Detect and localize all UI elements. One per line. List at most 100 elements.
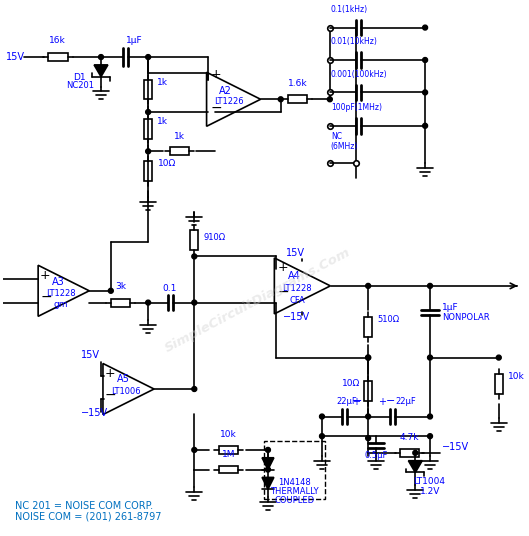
Text: NOISE COM = (201) 261-8797: NOISE COM = (201) 261-8797 [15, 512, 161, 522]
Text: 0.1: 0.1 [163, 284, 177, 293]
Text: COUPLED: COUPLED [275, 496, 315, 505]
Circle shape [145, 300, 151, 305]
Text: 10Ω: 10Ω [158, 159, 176, 168]
Polygon shape [408, 461, 422, 473]
Bar [111, 299, 131, 307]
Text: 15V: 15V [6, 52, 25, 62]
Text: SimpleCircuitDiagrams.Com: SimpleCircuitDiagrams.Com [163, 246, 353, 355]
Text: 910Ω: 910Ω [203, 233, 225, 242]
Text: NONPOLAR: NONPOLAR [442, 313, 489, 322]
Circle shape [427, 414, 433, 419]
Text: 0.5µF: 0.5µF [364, 451, 388, 460]
Circle shape [366, 414, 371, 419]
Circle shape [266, 467, 270, 472]
Text: −: − [40, 289, 52, 303]
Text: 15V: 15V [81, 349, 101, 360]
Text: LT1228: LT1228 [46, 289, 76, 297]
Text: 15V: 15V [286, 248, 305, 258]
Circle shape [192, 300, 197, 305]
Circle shape [366, 355, 371, 360]
Text: gm: gm [53, 300, 68, 309]
Circle shape [423, 25, 427, 30]
Text: 100pF(1MHz): 100pF(1MHz) [331, 103, 382, 112]
Text: LT1004: LT1004 [413, 477, 445, 486]
Circle shape [192, 448, 197, 452]
Text: 0.001(100kHz): 0.001(100kHz) [331, 70, 387, 79]
Text: LT1228: LT1228 [282, 284, 312, 293]
Text: LT1006: LT1006 [111, 387, 140, 396]
Text: 510Ω: 510Ω [377, 315, 399, 324]
Polygon shape [94, 65, 108, 77]
Circle shape [145, 55, 151, 59]
Text: CFA: CFA [289, 295, 305, 304]
Circle shape [108, 288, 113, 293]
Circle shape [145, 149, 151, 154]
Text: −: − [211, 101, 223, 115]
Text: +: + [352, 397, 360, 407]
Text: 1µF: 1µF [442, 303, 459, 312]
Polygon shape [262, 478, 274, 489]
Bar [48, 53, 68, 61]
Bar [144, 80, 152, 99]
Bar [219, 446, 239, 454]
Text: 1.6k: 1.6k [288, 79, 307, 87]
Text: 1k: 1k [174, 131, 185, 140]
Circle shape [192, 386, 197, 391]
Circle shape [320, 434, 324, 438]
Text: −15V: −15V [282, 312, 310, 322]
Text: 10Ω: 10Ω [342, 379, 360, 388]
Bar [495, 374, 503, 394]
Text: 22µF: 22µF [337, 397, 358, 406]
Text: 0.01(10kHz): 0.01(10kHz) [331, 38, 378, 46]
Text: 1M: 1M [222, 450, 235, 459]
Text: −: − [352, 396, 362, 406]
Text: 1µF: 1µF [126, 36, 143, 45]
Bar [288, 95, 307, 103]
Text: 22µF: 22µF [396, 397, 416, 406]
Text: 3k: 3k [115, 282, 126, 291]
Text: THERMALLY: THERMALLY [270, 487, 319, 496]
Circle shape [266, 448, 270, 452]
Circle shape [427, 284, 433, 288]
Circle shape [366, 436, 371, 441]
Text: 1k: 1k [157, 78, 168, 86]
Text: −15V: −15V [442, 442, 469, 452]
Circle shape [427, 355, 433, 360]
Bar [364, 381, 372, 401]
Text: NC
(6MHz): NC (6MHz) [331, 132, 358, 151]
Text: 1N4148: 1N4148 [278, 478, 311, 487]
Text: D1: D1 [74, 73, 86, 81]
Text: A5: A5 [117, 374, 130, 384]
Text: +: + [40, 269, 51, 282]
Text: LT1226: LT1226 [214, 97, 243, 106]
Circle shape [366, 355, 371, 360]
Circle shape [327, 97, 332, 102]
Circle shape [427, 434, 433, 438]
Circle shape [192, 254, 197, 259]
Text: 1k: 1k [157, 117, 168, 126]
Text: 0.1(1kHz): 0.1(1kHz) [331, 5, 368, 14]
Text: A4: A4 [288, 271, 301, 281]
Text: −: − [386, 396, 395, 406]
Bar [219, 466, 239, 473]
Text: −: − [105, 388, 116, 402]
Text: 4.7k: 4.7k [399, 433, 419, 442]
Text: −: − [278, 285, 289, 299]
Bar [170, 147, 189, 155]
Circle shape [423, 57, 427, 62]
Circle shape [423, 123, 427, 128]
Circle shape [496, 355, 501, 360]
Bar [399, 449, 419, 457]
Circle shape [278, 97, 283, 102]
Text: +: + [378, 397, 386, 407]
Bar [144, 161, 152, 181]
Text: 16k: 16k [49, 36, 66, 45]
Text: +: + [211, 68, 222, 80]
Text: 1.2V: 1.2V [420, 487, 441, 496]
Text: −15V: −15V [81, 407, 108, 418]
Circle shape [423, 90, 427, 95]
Text: +: + [278, 261, 288, 274]
Text: A2: A2 [220, 86, 232, 96]
Text: NC 201 = NOISE COM CORP.: NC 201 = NOISE COM CORP. [15, 501, 153, 511]
Text: A3: A3 [52, 277, 65, 287]
